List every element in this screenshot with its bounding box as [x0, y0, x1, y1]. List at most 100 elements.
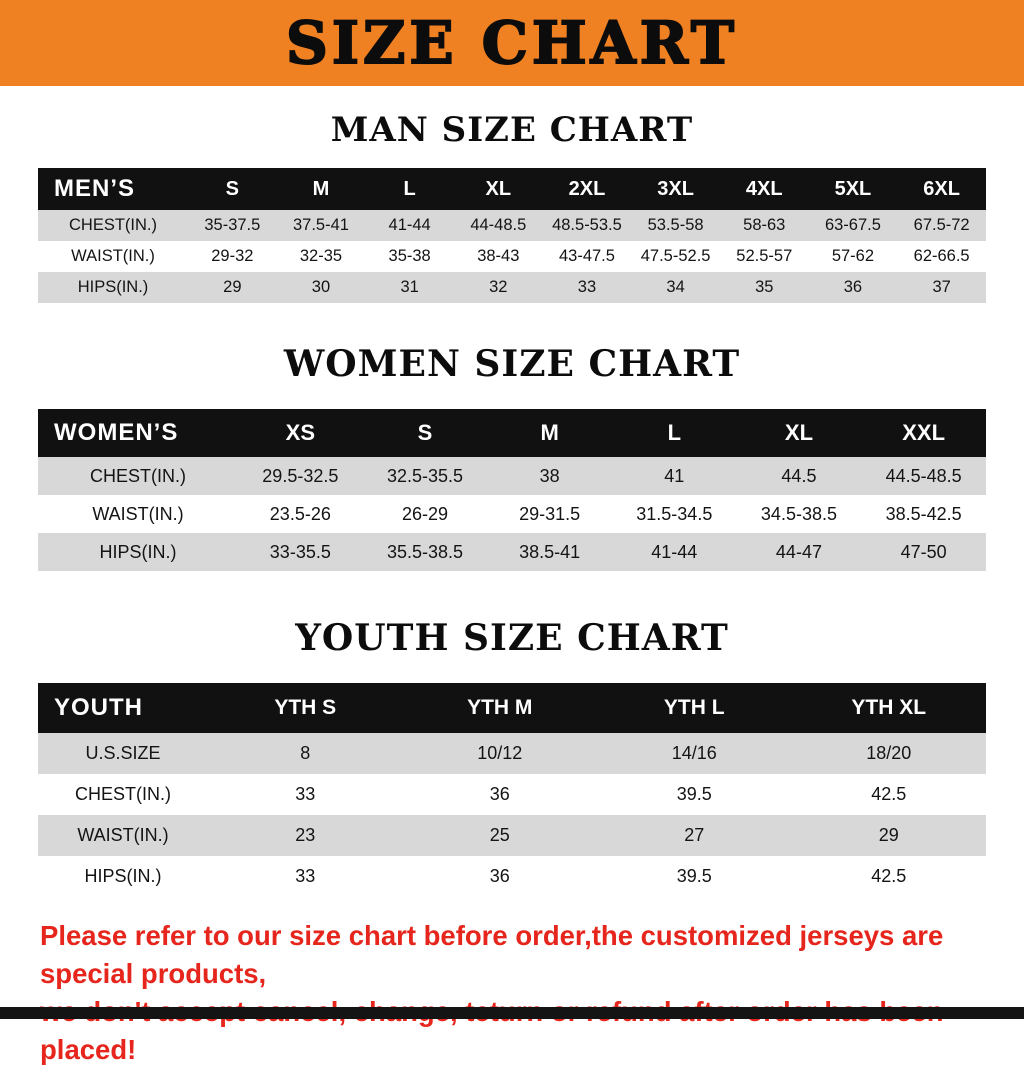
column-header: 3XL [631, 168, 720, 210]
table-header-row: WOMEN’S XS S M L XL XXL [38, 409, 986, 457]
size-cell: 57-62 [808, 241, 898, 272]
table-corner-label: WOMEN’S [38, 409, 238, 457]
size-cell: 32.5-35.5 [362, 457, 488, 495]
size-cell: 38-43 [453, 241, 543, 272]
size-cell: 33-35.5 [238, 533, 363, 571]
size-cell: 33 [542, 272, 632, 303]
size-cell: 32-35 [276, 241, 366, 272]
size-cell: 41-44 [611, 533, 737, 571]
table-row: HIPS(IN.) 33-35.5 35.5-38.5 38.5-41 41-44 44-… [38, 533, 986, 571]
column-header: S [362, 409, 488, 457]
size-cell: 33 [208, 774, 403, 815]
size-cell: 42.5 [791, 856, 986, 897]
footer-line-1: Please refer to our size chart before or… [40, 920, 944, 989]
size-cell: 63-67.5 [808, 210, 898, 241]
table-row: WAIST(IN.) 23 25 27 29 [38, 815, 986, 856]
size-cell: 38.5-41 [487, 533, 612, 571]
size-cell: 34.5-38.5 [736, 495, 862, 533]
size-cell: 29 [188, 272, 277, 303]
size-cell: 67.5-72 [897, 210, 986, 241]
size-cell: 26-29 [362, 495, 488, 533]
row-label: WAIST(IN.) [38, 495, 238, 533]
column-header: YTH XL [791, 683, 986, 733]
table-corner-label: YOUTH [38, 683, 208, 733]
size-cell: 25 [402, 815, 597, 856]
size-cell: 8 [208, 733, 403, 774]
size-cell: 30 [276, 272, 366, 303]
size-cell: 38.5-42.5 [861, 495, 986, 533]
column-header: 2XL [542, 168, 632, 210]
size-cell: 36 [402, 774, 597, 815]
size-cell: 38 [487, 457, 612, 495]
footer-note: Please refer to our size chart before or… [40, 917, 1024, 1069]
column-header: M [276, 168, 366, 210]
size-cell: 44.5 [736, 457, 862, 495]
size-cell: 23 [208, 815, 403, 856]
row-label: CHEST(IN.) [38, 457, 238, 495]
men-size-table: MEN’S S M L XL 2XL 3XL 4XL 5XL 6XL CHEST(IN.) 35-37… [38, 168, 986, 303]
column-header: 4XL [719, 168, 809, 210]
column-header: XL [453, 168, 543, 210]
column-header: YTH S [208, 683, 403, 733]
row-label: HIPS(IN.) [38, 533, 238, 571]
column-header: L [365, 168, 454, 210]
table-row: U.S.SIZE 8 10/12 14/16 18/20 [38, 733, 986, 774]
table-row: CHEST(IN.) 29.5-32.5 32.5-35.5 38 41 44.5 44.5… [38, 457, 986, 495]
size-cell: 18/20 [791, 733, 986, 774]
row-label: WAIST(IN.) [38, 815, 208, 856]
size-cell: 34 [631, 272, 720, 303]
size-cell: 47-50 [861, 533, 986, 571]
size-cell: 43-47.5 [542, 241, 632, 272]
row-label: U.S.SIZE [38, 733, 208, 774]
size-cell: 29-31.5 [487, 495, 612, 533]
size-cell: 39.5 [597, 856, 792, 897]
size-cell: 32 [453, 272, 543, 303]
section-heading-youth: YOUTH SIZE CHART [295, 617, 729, 659]
size-cell: 29 [791, 815, 986, 856]
table-row: HIPS(IN.) 33 36 39.5 42.5 [38, 856, 986, 897]
row-label: WAIST(IN.) [38, 241, 188, 272]
size-cell: 47.5-52.5 [631, 241, 720, 272]
size-cell: 48.5-53.5 [542, 210, 632, 241]
footer-line-2: we don't accept cancel, change, teturn o… [40, 996, 944, 1065]
column-header: M [487, 409, 612, 457]
size-cell: 31 [365, 272, 454, 303]
size-cell: 42.5 [791, 774, 986, 815]
column-header: S [188, 168, 277, 210]
size-cell: 37 [897, 272, 986, 303]
size-cell: 33 [208, 856, 403, 897]
size-cell: 31.5-34.5 [611, 495, 737, 533]
size-cell: 29-32 [188, 241, 277, 272]
size-cell: 44.5-48.5 [861, 457, 986, 495]
size-cell: 14/16 [597, 733, 792, 774]
size-cell: 35.5-38.5 [362, 533, 488, 571]
size-cell: 23.5-26 [238, 495, 363, 533]
column-header: L [611, 409, 737, 457]
youth-size-table: YOUTH YTH S YTH M YTH L YTH XL U.S.SIZE 8 10/12… [38, 683, 986, 897]
table-header-row: YOUTH YTH S YTH M YTH L YTH XL [38, 683, 986, 733]
size-cell: 35-37.5 [188, 210, 277, 241]
size-cell: 36 [808, 272, 898, 303]
section-heading-men: MAN SIZE CHART [330, 110, 694, 150]
bottom-bar [0, 1007, 1024, 1019]
size-cell: 41-44 [365, 210, 454, 241]
section-heading-women: WOMEN SIZE CHART [283, 343, 741, 385]
table-header-row: MEN’S S M L XL 2XL 3XL 4XL 5XL 6XL [38, 168, 986, 210]
size-cell: 39.5 [597, 774, 792, 815]
table-row: WAIST(IN.) 23.5-26 26-29 29-31.5 31.5-34.5 34… [38, 495, 986, 533]
column-header: YTH L [597, 683, 792, 733]
table-corner-label: MEN’S [38, 168, 188, 210]
size-cell: 29.5-32.5 [238, 457, 363, 495]
size-cell: 58-63 [719, 210, 809, 241]
table-row: HIPS(IN.) 29 30 31 32 33 34 35 36 37 [38, 272, 986, 303]
column-header: XXL [861, 409, 986, 457]
column-header: YTH M [402, 683, 597, 733]
column-header: 6XL [897, 168, 986, 210]
column-header: XS [238, 409, 363, 457]
row-label: HIPS(IN.) [38, 856, 208, 897]
size-cell: 35-38 [365, 241, 454, 272]
size-cell: 27 [597, 815, 792, 856]
size-cell: 10/12 [402, 733, 597, 774]
size-cell: 52.5-57 [719, 241, 809, 272]
